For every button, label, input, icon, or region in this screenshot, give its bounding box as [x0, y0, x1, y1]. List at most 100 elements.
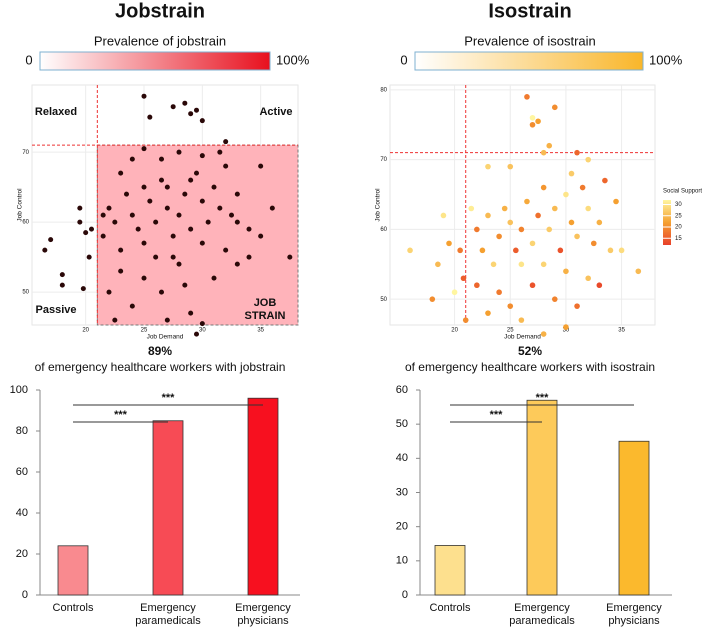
data-point	[585, 156, 591, 163]
data-point	[574, 303, 580, 309]
data-point	[518, 261, 525, 268]
chart-title: Isostrain	[488, 0, 571, 22]
significance-label: ***	[490, 409, 504, 421]
colorbar	[414, 51, 644, 71]
data-point	[80, 286, 86, 292]
data-point	[446, 240, 452, 247]
data-point	[234, 191, 240, 197]
data-point	[100, 233, 106, 239]
data-point	[496, 289, 502, 296]
data-point	[234, 219, 240, 225]
x-tick-label: Emergency physicians	[606, 602, 662, 627]
data-point	[112, 317, 118, 323]
data-point	[457, 247, 463, 254]
data-point	[141, 184, 147, 190]
bar	[247, 397, 279, 596]
colorbar-max: 100%	[276, 52, 310, 67]
data-point	[574, 149, 580, 156]
data-point	[182, 191, 188, 197]
data-point	[170, 104, 176, 110]
data-point	[164, 317, 170, 323]
summary-caption: of emergency healthcare workers with job…	[35, 360, 286, 374]
data-point	[407, 247, 413, 254]
data-point	[635, 268, 642, 275]
data-point	[211, 275, 217, 281]
data-point	[585, 205, 591, 212]
data-point	[590, 240, 597, 247]
data-point	[429, 296, 436, 302]
bar	[57, 545, 89, 596]
bar	[526, 399, 558, 596]
x-tick-label: 30	[563, 328, 570, 334]
data-point	[147, 114, 153, 120]
colorbar-label: Prevalence of isostrain	[464, 33, 596, 48]
data-point	[86, 254, 92, 260]
y-axis-label: Job Control	[375, 188, 382, 222]
y-tick-label: 50	[22, 290, 29, 296]
data-point	[217, 205, 223, 211]
data-point	[141, 146, 147, 152]
data-point	[211, 184, 217, 190]
data-point	[223, 139, 229, 145]
data-point	[460, 275, 467, 282]
data-point	[176, 261, 182, 267]
x-tick-label: Controls	[429, 602, 471, 614]
data-point	[141, 93, 147, 99]
colorbar-label: Prevalence of jobstrain	[94, 33, 226, 48]
data-point	[118, 268, 124, 274]
summary-value: 52%	[518, 344, 542, 358]
y-tick-label: 10	[396, 555, 408, 567]
x-tick-label: 35	[257, 328, 264, 334]
data-point	[246, 254, 252, 260]
data-point	[205, 219, 211, 225]
legend-tick-label: 20	[675, 225, 682, 231]
data-point	[141, 240, 147, 246]
data-point	[59, 282, 65, 288]
legend-title: Social Support	[663, 189, 702, 195]
data-point	[596, 282, 603, 289]
x-tick-label: 20	[82, 328, 89, 334]
data-point	[579, 184, 586, 191]
data-point	[129, 303, 135, 309]
data-point	[507, 163, 514, 170]
y-tick-label: 80	[380, 87, 387, 93]
data-point	[451, 289, 458, 296]
data-point	[485, 212, 491, 219]
data-point	[106, 205, 112, 211]
data-point	[182, 282, 188, 288]
y-tick-label: 50	[380, 297, 387, 303]
y-axis-label: Job Control	[17, 188, 24, 222]
bar	[618, 440, 650, 596]
data-point	[529, 282, 536, 289]
data-point	[176, 212, 182, 218]
y-tick-label: 30	[396, 486, 408, 498]
y-tick-label: 60	[380, 227, 387, 233]
data-point	[199, 240, 205, 246]
data-point	[551, 205, 558, 212]
data-point	[135, 226, 141, 232]
data-point	[170, 233, 176, 239]
y-tick-label: 70	[22, 150, 29, 156]
data-point	[440, 212, 447, 219]
data-point	[217, 149, 223, 155]
data-point	[496, 233, 502, 240]
colorbar-max: 100%	[649, 52, 683, 67]
data-point	[563, 268, 569, 275]
data-point	[147, 198, 153, 204]
data-point	[529, 240, 536, 247]
x-tick-label: Emergency paramedicals	[509, 602, 575, 627]
data-point	[546, 226, 553, 233]
data-point	[118, 247, 124, 253]
significance-label: ***	[114, 409, 128, 421]
data-point	[535, 212, 541, 219]
data-point	[159, 177, 164, 183]
data-point	[258, 233, 264, 239]
data-point	[524, 198, 530, 205]
data-point	[501, 205, 508, 212]
y-tick-label: 20	[396, 521, 408, 533]
quadrant-label: Active	[259, 106, 292, 118]
data-point	[141, 275, 147, 281]
y-tick-label: 60	[16, 466, 28, 478]
data-point	[188, 226, 194, 232]
data-point	[164, 205, 170, 211]
